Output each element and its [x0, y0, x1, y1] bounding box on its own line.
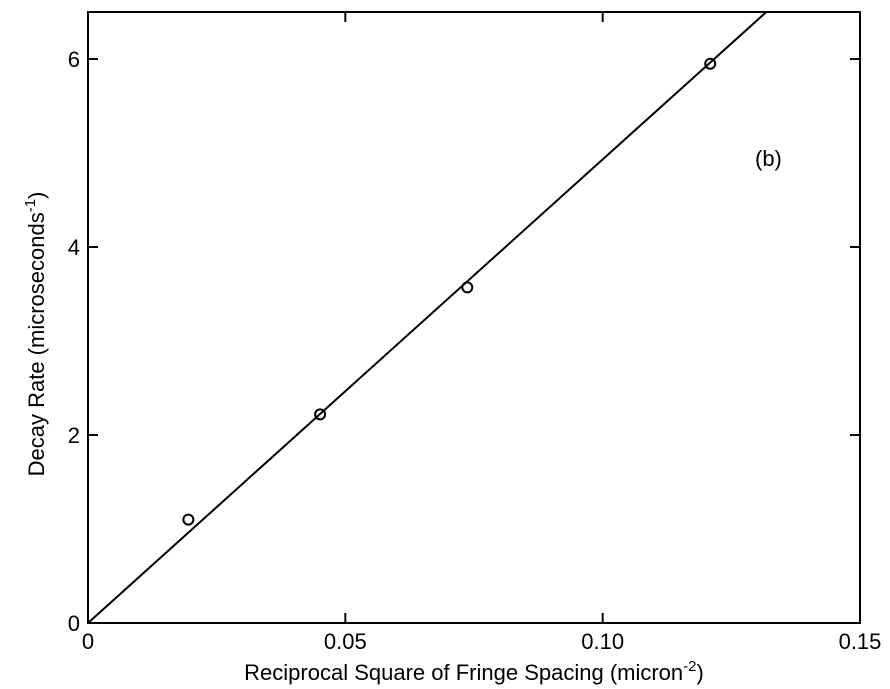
- data-point: [704, 57, 717, 70]
- x-axis-label: Reciprocal Square of Fringe Spacing (mic…: [244, 658, 704, 685]
- data-point: [314, 408, 327, 421]
- x-tick-label: 0: [82, 629, 94, 654]
- data-point: [461, 281, 474, 294]
- x-tick-label: 0.05: [324, 629, 367, 654]
- data-points: [182, 57, 717, 526]
- x-tick-label: 0.10: [581, 629, 624, 654]
- ticks: [87, 12, 861, 624]
- annotation-label: (b): [755, 146, 782, 171]
- y-axis-label: Decay Rate (microseconds-1): [22, 192, 49, 477]
- y-tick-label: 2: [68, 423, 80, 448]
- fit-line: [87, 11, 767, 624]
- y-tick-label: 6: [68, 47, 80, 72]
- y-tick-label: 4: [68, 235, 80, 260]
- tick-labels: 0 0.05 0.10 0.15 0 2 4 6: [68, 47, 882, 654]
- data-point: [182, 513, 195, 526]
- y-tick-label: 0: [68, 611, 80, 636]
- plot-frame: [87, 11, 861, 624]
- x-tick-label: 0.15: [839, 629, 882, 654]
